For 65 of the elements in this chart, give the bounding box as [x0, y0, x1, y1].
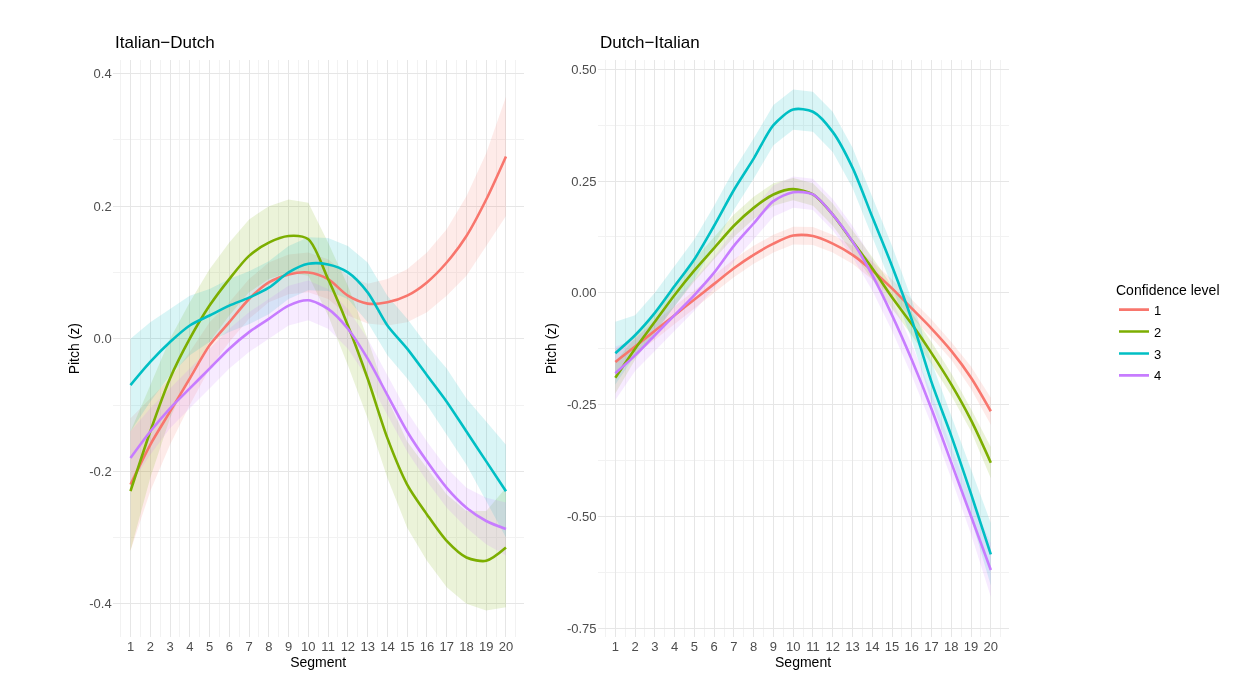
x-tick-label: 4: [186, 639, 194, 654]
x-tick-label: 9: [284, 639, 293, 654]
chart-title: Italian−Dutch: [115, 33, 215, 52]
x-axis-title: Segment: [290, 654, 347, 670]
x-tick-label: 2: [631, 639, 639, 654]
x-tick-label: 5: [690, 639, 698, 654]
x-tick-label: 1: [611, 639, 619, 654]
x-tick-label: 9: [769, 639, 778, 654]
y-tick-label: 0.50: [571, 61, 597, 77]
x-tick-label: 8: [750, 639, 758, 654]
x-tick-label: 12: [825, 639, 840, 654]
x-tick-label: 10: [301, 639, 316, 654]
y-axis-title: Pitch (z): [65, 323, 82, 375]
x-tick-label: 15: [399, 639, 415, 654]
x-tick-label: 19: [963, 639, 979, 654]
x-tick-label: 8: [265, 639, 273, 654]
y-tick-label: -0.2: [89, 463, 112, 479]
x-tick-label: 14: [865, 639, 880, 654]
legend-label: 3: [1154, 346, 1162, 362]
y-tick-label: 0.2: [93, 198, 112, 214]
x-tick-label: 7: [730, 639, 738, 654]
x-tick-label: 17: [924, 639, 939, 654]
line-series: [129, 155, 508, 486]
x-tick-label: 20: [498, 639, 514, 654]
x-axis-title: Segment: [775, 654, 832, 670]
y-tick-label: 0.00: [571, 285, 597, 301]
x-tick-label: 1: [126, 639, 135, 654]
y-tick-label: -0.75: [566, 620, 597, 636]
x-tick-label: 17: [439, 639, 454, 654]
y-tick-label: -0.25: [566, 397, 597, 413]
x-tick-label: 14: [380, 639, 395, 654]
y-tick-label: 0.4: [93, 66, 112, 82]
x-tick-label: 3: [166, 639, 174, 654]
x-tick-label: 18: [944, 639, 959, 654]
x-tick-label: 18: [459, 639, 474, 654]
x-tick-label: 20: [983, 639, 999, 654]
y-tick-label: 0.0: [93, 331, 112, 347]
x-tick-label: 2: [146, 639, 154, 654]
line-series: [129, 298, 508, 531]
chart-title: Dutch−Italian: [600, 33, 700, 52]
x-tick-label: 13: [845, 639, 860, 654]
x-tick-label: 19: [478, 639, 494, 654]
legend-label: 2: [1154, 324, 1162, 340]
y-tick-label: 0.25: [571, 173, 597, 189]
y-axis-title: Pitch (z): [543, 323, 560, 375]
y-tick-label: -0.4: [89, 596, 112, 612]
x-tick-label: 4: [670, 639, 679, 654]
legend-title: Confidence level: [1116, 281, 1220, 298]
legend-label: 4: [1154, 368, 1162, 384]
x-tick-label: 10: [785, 639, 801, 654]
legend-label: 1: [1154, 302, 1162, 318]
x-tick-label: 16: [904, 639, 919, 654]
x-tick-label: 13: [360, 639, 375, 654]
x-tick-label: 6: [710, 639, 718, 654]
x-tick-label: 11: [321, 639, 335, 654]
x-tick-label: 7: [245, 639, 253, 654]
x-tick-label: 11: [806, 639, 820, 654]
x-tick-label: 16: [419, 639, 435, 654]
x-tick-label: 6: [225, 639, 233, 654]
x-tick-label: 5: [205, 639, 214, 654]
x-tick-label: 3: [651, 639, 659, 654]
x-tick-label: 15: [884, 639, 900, 654]
line-series: [129, 262, 508, 493]
y-tick-label: -0.50: [566, 508, 597, 524]
x-tick-label: 12: [340, 639, 356, 654]
